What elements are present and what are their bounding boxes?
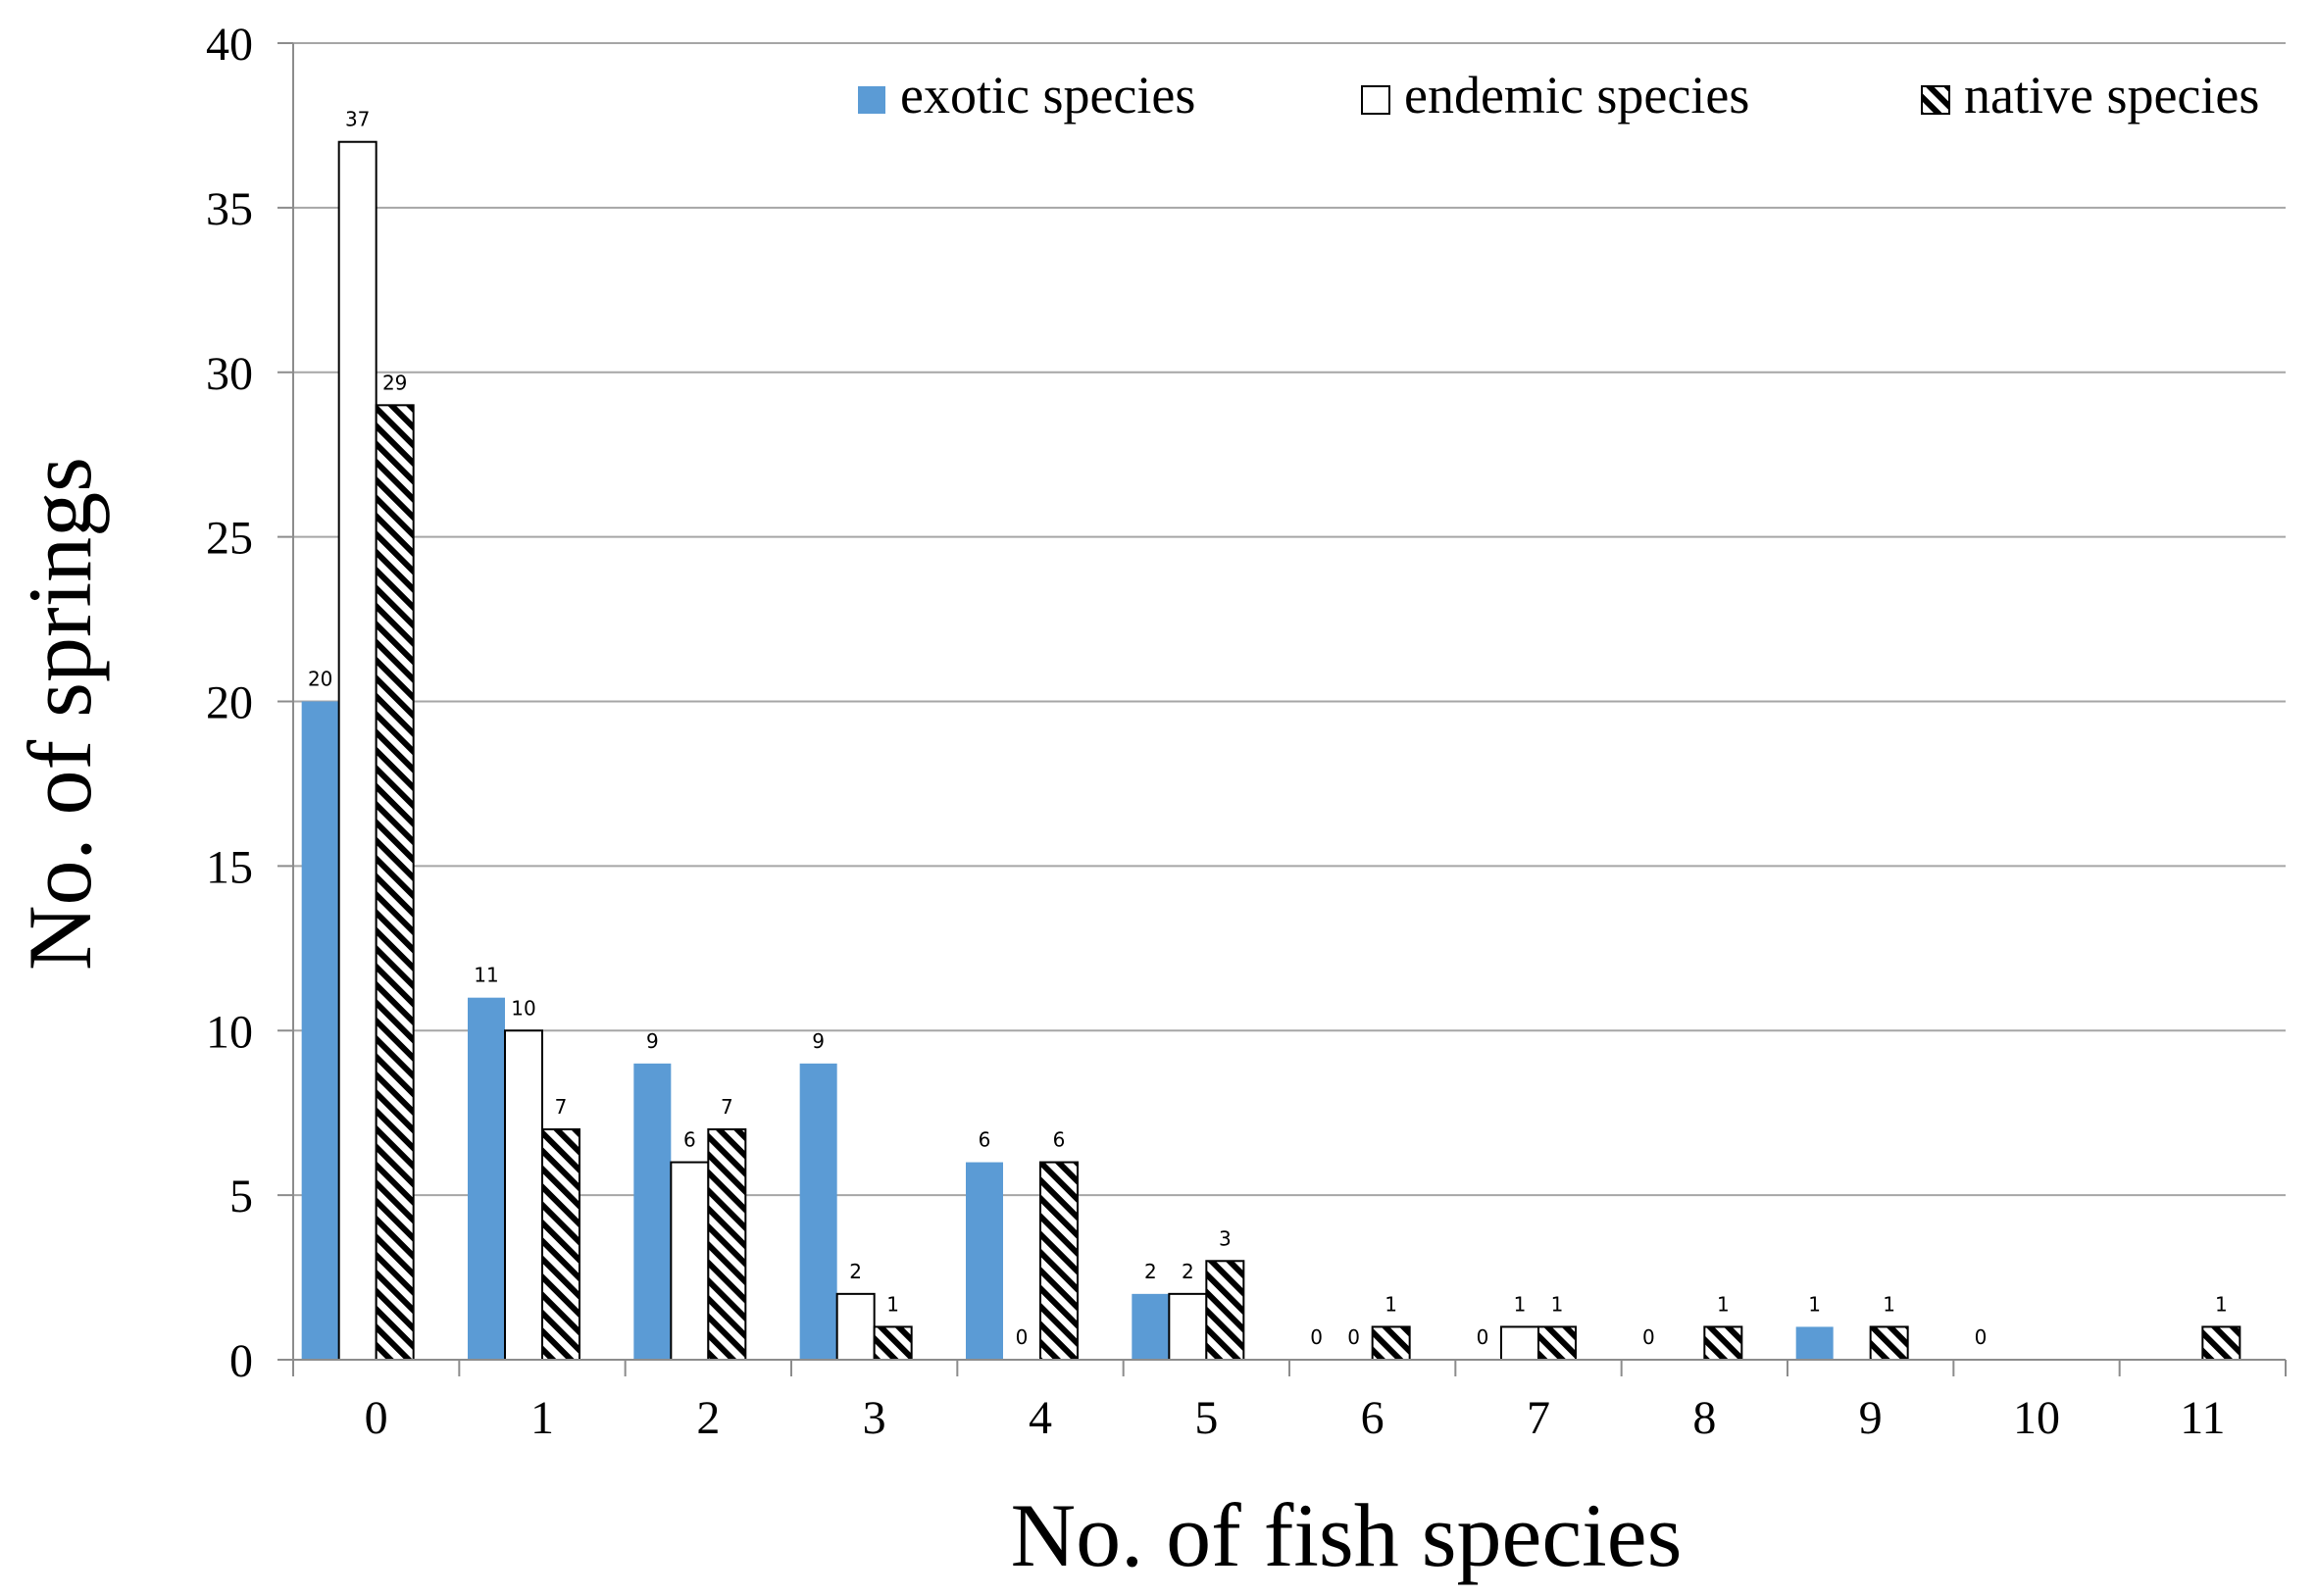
gridlines — [293, 42, 2286, 1197]
data-label: 2 — [849, 1260, 862, 1283]
y-tick-label: 40 — [206, 19, 253, 71]
data-label: 20 — [308, 668, 332, 691]
data-label: 6 — [979, 1128, 991, 1152]
data-label: 6 — [1053, 1128, 1066, 1152]
x-tick-label: 5 — [1194, 1392, 1218, 1444]
x-tick-label: 4 — [1029, 1392, 1052, 1444]
data-label: 29 — [382, 371, 407, 394]
x-tick-label: 8 — [1692, 1392, 1716, 1444]
y-tick-label: 35 — [206, 183, 253, 235]
data-label: 2 — [1144, 1260, 1157, 1283]
legend-swatch-endemic-species — [1361, 85, 1390, 115]
bar-endemic-species — [835, 1292, 876, 1361]
data-label: 7 — [555, 1095, 568, 1119]
y-tick-label: 10 — [206, 1006, 253, 1058]
bar-exotic-species — [1795, 1326, 1834, 1360]
y-tick-label: 25 — [206, 513, 253, 565]
bar-native-species — [1869, 1325, 1909, 1362]
x-tick-label: 9 — [1859, 1392, 1883, 1444]
data-label: 9 — [812, 1029, 825, 1053]
data-label: 0 — [1477, 1325, 1489, 1349]
x-tick-label: 2 — [696, 1392, 720, 1444]
bar-native-species — [1371, 1325, 1411, 1362]
data-label: 2 — [1182, 1260, 1194, 1283]
bar-native-species — [541, 1127, 580, 1361]
data-label: 6 — [683, 1128, 696, 1152]
data-label: 11 — [474, 964, 498, 987]
bars — [301, 140, 2241, 1362]
data-label: 0 — [1016, 1325, 1029, 1349]
legend-swatch-exotic-species — [858, 86, 885, 114]
data-label: 1 — [1385, 1292, 1397, 1316]
legend-swatch-native-species — [1921, 85, 1950, 115]
data-label: 10 — [511, 996, 535, 1020]
data-label: 0 — [1642, 1325, 1655, 1349]
x-tick-label: 7 — [1527, 1392, 1550, 1444]
legend-label-exotic-species: exotic species — [900, 66, 1195, 125]
bar-endemic-species — [1168, 1292, 1208, 1361]
x-tick-label: 1 — [530, 1392, 554, 1444]
y-tick-label: 15 — [206, 841, 253, 893]
bar-endemic-species — [1500, 1325, 1539, 1362]
x-tick-label: 0 — [365, 1392, 388, 1444]
data-label: 1 — [2215, 1292, 2228, 1316]
data-label: 0 — [1975, 1325, 1988, 1349]
data-label: 0 — [1347, 1325, 1360, 1349]
bar-native-species — [873, 1325, 913, 1362]
data-label: 1 — [1883, 1292, 1895, 1316]
data-label: 1 — [886, 1292, 899, 1316]
data-label: 0 — [1310, 1325, 1323, 1349]
x-tick-label: 11 — [2180, 1392, 2225, 1444]
x-axis-title: No. of fish species — [1011, 1485, 1683, 1585]
x-tick-label: 6 — [1361, 1392, 1385, 1444]
data-label: 7 — [721, 1095, 733, 1119]
bar-native-species — [1205, 1260, 1245, 1362]
data-label: 3 — [1219, 1226, 1232, 1250]
legend: exotic species endemic species native spec… — [858, 66, 2259, 125]
bar-exotic-species — [633, 1063, 672, 1360]
bar-native-species — [1039, 1161, 1079, 1362]
y-axis-title: No. of springs — [10, 457, 110, 971]
legend-label-native-species: native species — [1964, 66, 2259, 125]
bar-native-species — [1703, 1325, 1743, 1362]
data-label: 9 — [646, 1029, 659, 1053]
bar-exotic-species — [799, 1063, 837, 1360]
bar-exotic-species — [1132, 1293, 1170, 1360]
bar-endemic-species — [670, 1161, 710, 1362]
x-tick-label: 10 — [2013, 1392, 2060, 1444]
data-label: 1 — [1808, 1292, 1821, 1316]
bar-native-species — [375, 404, 415, 1361]
y-tick-label: 5 — [229, 1171, 253, 1222]
data-label: 1 — [1514, 1292, 1527, 1316]
y-tick-label: 30 — [206, 348, 253, 400]
bar-exotic-species — [966, 1162, 1003, 1360]
y-tick-label: 20 — [206, 677, 253, 729]
data-label: 37 — [345, 108, 370, 131]
bar-endemic-species — [337, 140, 378, 1362]
bar-endemic-species — [504, 1029, 543, 1361]
bar-native-species — [2201, 1325, 2241, 1362]
x-tick-label: 3 — [863, 1392, 886, 1444]
legend-label-endemic-species: endemic species — [1404, 66, 1749, 125]
bar-native-species — [707, 1127, 747, 1361]
data-label: 1 — [1551, 1292, 1564, 1316]
data-label: 1 — [1717, 1292, 1730, 1316]
bar-exotic-species — [468, 997, 505, 1360]
bar-exotic-species — [301, 701, 339, 1360]
bar-native-species — [1537, 1325, 1577, 1362]
y-tick-label: 0 — [229, 1335, 253, 1387]
